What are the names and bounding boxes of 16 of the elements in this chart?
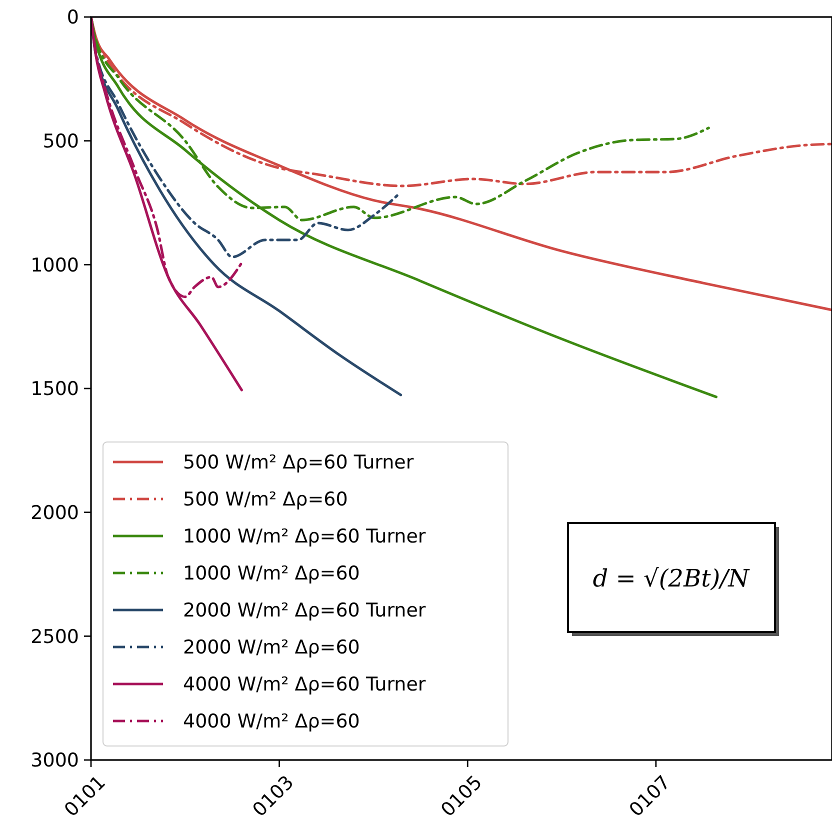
- y-tick-label: 500: [42, 130, 79, 152]
- legend-label: 1000 W/m² Δρ=60 Turner: [183, 526, 426, 548]
- y-tick-label: 0: [66, 6, 79, 29]
- y-tick-label: 3000: [30, 750, 79, 772]
- y-tick-label: 1000: [30, 254, 79, 276]
- legend-label: 500 W/m² Δρ=60: [183, 488, 348, 511]
- y-tick-label: 1500: [30, 378, 79, 400]
- legend-label: 2000 W/m² Δρ=60: [183, 636, 360, 659]
- y-tick-label: 2500: [30, 626, 79, 648]
- annotation: d = √(2Bt)/N: [592, 564, 750, 592]
- y-tick-label: 2000: [30, 502, 79, 524]
- legend-label: 1000 W/m² Δρ=60: [183, 562, 360, 585]
- legend-label: 4000 W/m² Δρ=60 Turner: [183, 674, 426, 696]
- legend-label: 500 W/m² Δρ=60 Turner: [183, 452, 414, 474]
- legend-label: 4000 W/m² Δρ=60: [183, 710, 360, 733]
- legend-label: 2000 W/m² Δρ=60 Turner: [183, 600, 426, 622]
